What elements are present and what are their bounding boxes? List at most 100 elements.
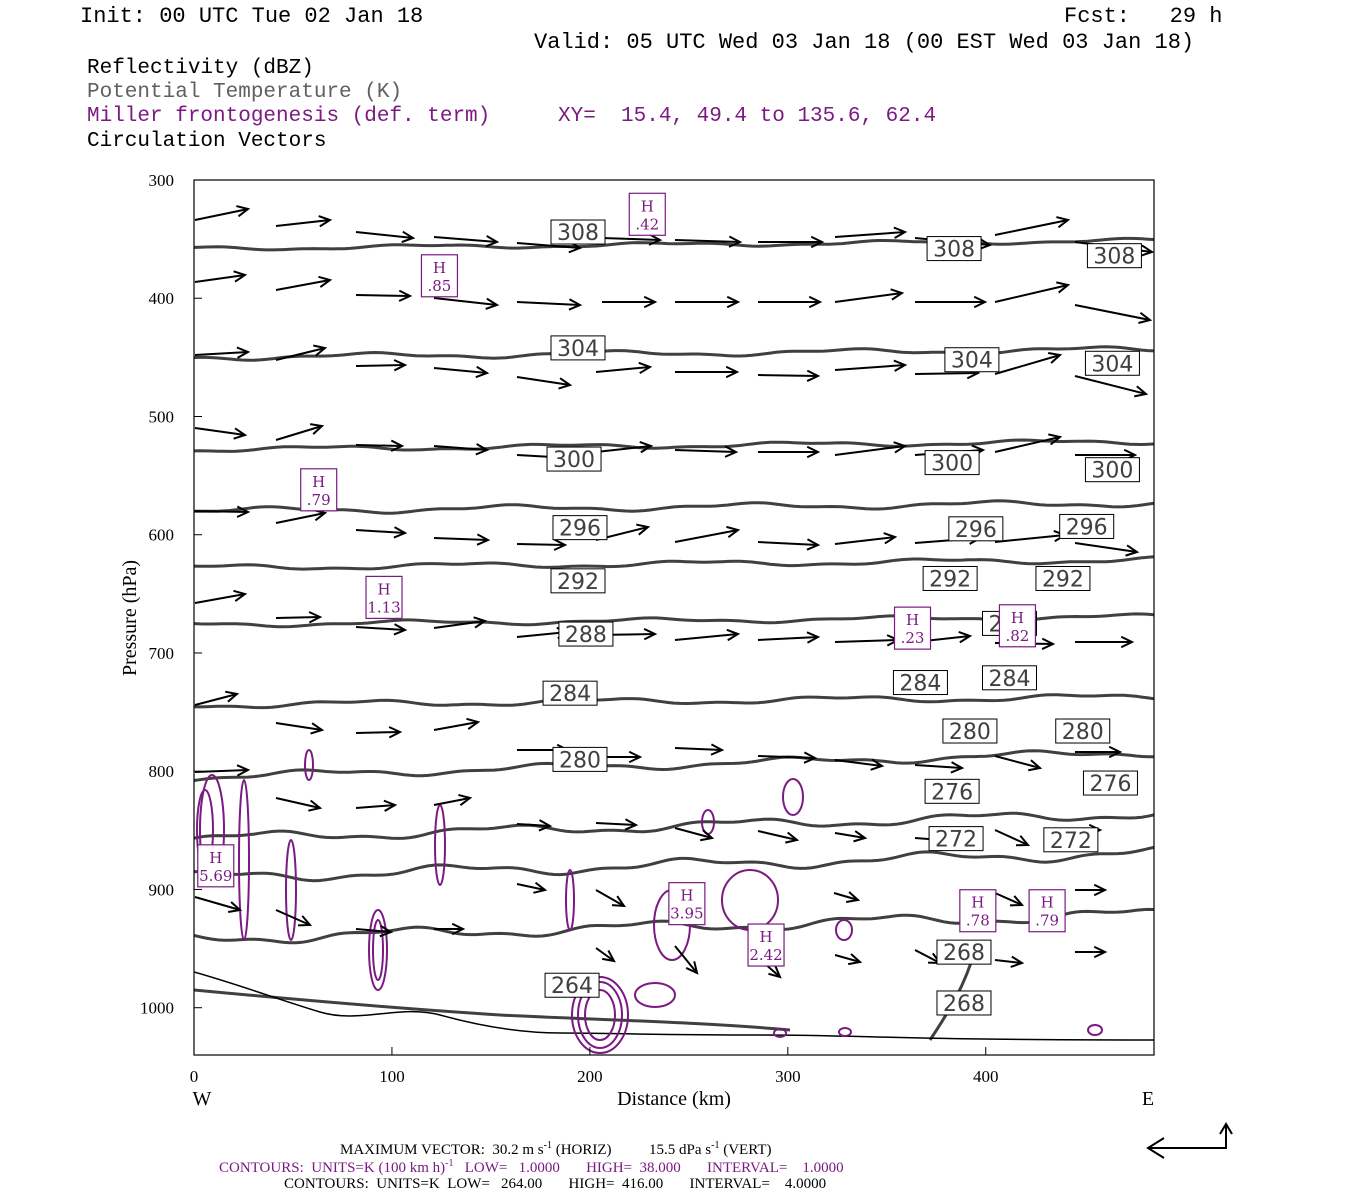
- max-value: 1.13: [367, 598, 400, 616]
- frontogenesis-max-marker: H.79: [300, 468, 338, 512]
- circulation-vector: [275, 722, 325, 735]
- legend-reflectivity: Reflectivity (dBZ): [87, 57, 314, 80]
- isentrope-label: 276: [1082, 770, 1138, 797]
- circulation-vector: [194, 896, 243, 914]
- isentrope-value: 296: [1066, 515, 1108, 540]
- circulation-vector: [1074, 304, 1153, 324]
- reference-vector: [1146, 1122, 1233, 1159]
- circulation-vector: [516, 881, 548, 894]
- isentrope-label: 280: [942, 718, 998, 745]
- circulation-vector: [834, 441, 908, 456]
- isentrope-label: 304: [550, 335, 606, 362]
- circulation-vector: [757, 830, 800, 844]
- isentrope-value: 296: [955, 518, 997, 543]
- isentrope-value: 304: [951, 349, 993, 374]
- frontogenesis-max-marker: H.82: [998, 604, 1037, 648]
- circulation-vector: [602, 295, 658, 309]
- frontogenesis-contours: [196, 749, 1103, 1054]
- y-tick-label: 300: [149, 171, 175, 190]
- east-label: E: [1142, 1088, 1154, 1110]
- circulation-vector: [834, 953, 863, 966]
- frontogenesis-max-marker: H.78: [959, 889, 997, 933]
- isentrope-value: 296: [559, 517, 601, 542]
- circulation-vector: [674, 827, 715, 842]
- circulation-vector: [1075, 635, 1135, 649]
- y-tick-label: 1000: [140, 999, 174, 1018]
- circulation-vector: [355, 799, 398, 812]
- isentrope: [194, 811, 1154, 840]
- circulation-vector: [674, 945, 699, 975]
- frontogenesis-contour: [372, 919, 384, 981]
- circulation-vector: [994, 829, 1031, 847]
- isentrope: [194, 499, 1154, 515]
- circulation-vector: [275, 344, 328, 361]
- isentrope-value: 276: [931, 780, 973, 805]
- circulation-vector: [758, 445, 821, 459]
- circulation-vector: [757, 369, 821, 382]
- circulation-vector: [355, 526, 408, 539]
- circulation-vector: [516, 298, 583, 311]
- isentrope-label: 308: [926, 236, 982, 263]
- isentrope-value: 304: [557, 337, 599, 362]
- y-tick-label: 800: [149, 762, 175, 781]
- max-letter: H: [433, 259, 446, 277]
- isentrope-value: 280: [1062, 720, 1104, 745]
- isentrope-label: 300: [546, 446, 602, 473]
- isentrope: [194, 555, 1154, 571]
- legend-potential-temperature: Potential Temperature (K): [87, 81, 403, 104]
- circulation-vector: [433, 235, 500, 248]
- y-tick-label: 600: [149, 526, 175, 545]
- isentrope-label: 304: [1084, 350, 1140, 377]
- circulation-vector: [275, 509, 328, 524]
- frontogenesis-max-marker: H2.42: [747, 923, 785, 967]
- circulation-vector: [834, 634, 901, 647]
- west-label: W: [193, 1088, 212, 1110]
- max-letter: H: [641, 197, 654, 215]
- isentrope-value: 280: [949, 720, 991, 745]
- x-tick-label: 0: [190, 1067, 199, 1086]
- isentrope-value: 288: [565, 623, 607, 648]
- x-tick-label: 300: [775, 1067, 801, 1086]
- isentrope-label: 268: [936, 939, 992, 966]
- frontogenesis-contour: [835, 919, 853, 941]
- circulation-vector: [994, 755, 1043, 772]
- max-value: 5.69: [199, 867, 232, 885]
- circulation-vector: [758, 235, 825, 249]
- isentrope-value: 292: [1042, 567, 1084, 592]
- legend-circulation-vectors: Circulation Vectors: [87, 130, 327, 153]
- frontogenesis-contour: [571, 976, 629, 1054]
- circulation-vector: [275, 215, 333, 228]
- max-vector-note: MAXIMUM VECTOR: 30.2 m s-1 (HORIZ) 15.5 …: [340, 1140, 772, 1158]
- isentrope-value: 304: [1091, 352, 1133, 377]
- isentrope-label: 272: [928, 826, 984, 853]
- circulation-vector: [994, 529, 1068, 543]
- isentrope-value: 300: [931, 452, 973, 477]
- y-tick-label: 900: [149, 880, 175, 899]
- frontogenesis-contour-note: CONTOURS: UNITS=K (100 km h)-1 LOW= 1.00…: [219, 1158, 844, 1176]
- isentrope-value: 268: [943, 941, 985, 966]
- circulation-vector: [834, 532, 898, 545]
- circulation-vector: [275, 423, 325, 441]
- circulation-vector: [355, 726, 403, 739]
- max-value: .79: [1035, 912, 1059, 930]
- axes: 0 100 200 300 400 300 400 500 600 700 800 900 1000 Di…: [119, 171, 1154, 1110]
- circulation-vector: [674, 628, 741, 642]
- circulation-vector: [355, 439, 405, 452]
- plot-frame: [193, 179, 1155, 1056]
- init-time: Init: 00 UTC Tue 02 Jan 18: [80, 4, 424, 29]
- max-value: .42: [635, 215, 659, 233]
- isentrope-label: 296: [1059, 513, 1115, 540]
- isentrope-value: 300: [553, 448, 595, 473]
- circulation-vector: [994, 955, 1025, 968]
- isentrope: [194, 345, 1154, 362]
- circulation-vector: [275, 275, 333, 291]
- circulation-vector: [516, 376, 573, 390]
- max-value: .85: [428, 277, 452, 295]
- frontogenesis-max-marker: H1.13: [365, 575, 403, 619]
- x-tick-label: 200: [577, 1067, 603, 1086]
- valid-time: Valid: 05 UTC Wed 03 Jan 18 (00 EST Wed …: [534, 30, 1195, 55]
- isentrope-value: 272: [935, 828, 977, 853]
- max-letter: H: [680, 887, 693, 905]
- frontogenesis-contour: [238, 779, 250, 941]
- max-letter: H: [906, 611, 919, 629]
